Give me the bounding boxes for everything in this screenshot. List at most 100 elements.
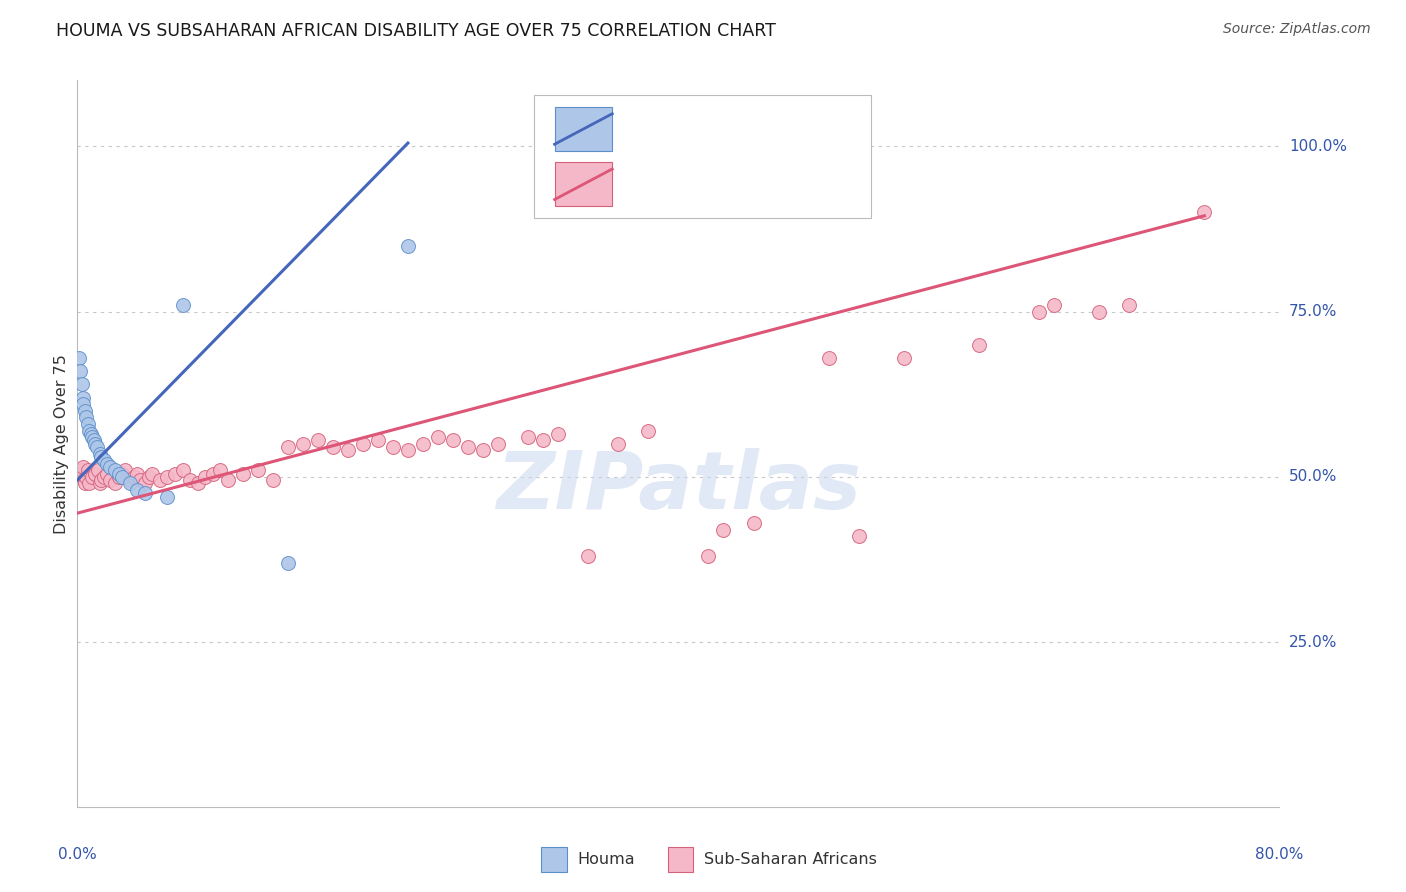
Point bbox=[742, 516, 765, 530]
FancyBboxPatch shape bbox=[554, 107, 612, 151]
Point bbox=[76, 417, 98, 431]
Point bbox=[172, 298, 194, 312]
Text: 25.0%: 25.0% bbox=[1289, 634, 1337, 649]
Point bbox=[427, 430, 450, 444]
Point bbox=[89, 447, 111, 461]
Text: R = 0.682: R = 0.682 bbox=[627, 120, 710, 138]
Point bbox=[70, 463, 93, 477]
Point bbox=[967, 337, 990, 351]
Text: 50.0%: 50.0% bbox=[1289, 469, 1337, 484]
Point bbox=[134, 486, 156, 500]
Text: ZIPatlas: ZIPatlas bbox=[496, 449, 860, 526]
Point bbox=[381, 440, 404, 454]
Point bbox=[84, 437, 107, 451]
Point bbox=[697, 549, 720, 563]
Text: N = 29: N = 29 bbox=[756, 120, 814, 138]
Point bbox=[547, 426, 569, 441]
Point bbox=[262, 473, 284, 487]
Point bbox=[84, 467, 107, 481]
Point bbox=[396, 238, 419, 252]
Point bbox=[75, 470, 97, 484]
Point bbox=[607, 437, 630, 451]
Text: Houma: Houma bbox=[578, 853, 636, 867]
Point bbox=[141, 467, 163, 481]
Point bbox=[149, 473, 172, 487]
Point bbox=[114, 463, 136, 477]
Text: R = 0.480: R = 0.480 bbox=[627, 175, 710, 194]
Point bbox=[412, 437, 434, 451]
Point bbox=[67, 470, 90, 484]
Point bbox=[156, 490, 179, 504]
Point bbox=[70, 377, 93, 392]
Point bbox=[96, 457, 118, 471]
Point bbox=[108, 467, 131, 481]
Point bbox=[93, 470, 115, 484]
Point bbox=[209, 463, 232, 477]
Point bbox=[1043, 298, 1066, 312]
Point bbox=[83, 434, 105, 448]
Point bbox=[441, 434, 464, 448]
Point bbox=[893, 351, 915, 365]
Point bbox=[80, 426, 103, 441]
Point bbox=[472, 443, 495, 458]
Text: 100.0%: 100.0% bbox=[1289, 139, 1347, 153]
Text: Source: ZipAtlas.com: Source: ZipAtlas.com bbox=[1223, 22, 1371, 37]
Point bbox=[82, 470, 104, 484]
Point bbox=[194, 470, 217, 484]
Point bbox=[457, 440, 479, 454]
Point bbox=[277, 440, 299, 454]
Point bbox=[104, 476, 127, 491]
Point bbox=[201, 467, 224, 481]
Point bbox=[79, 476, 101, 491]
Text: N = 73: N = 73 bbox=[756, 175, 814, 194]
Point bbox=[104, 463, 127, 477]
Point bbox=[322, 440, 344, 454]
Point bbox=[1028, 304, 1050, 318]
Point bbox=[246, 463, 269, 477]
Point bbox=[100, 459, 122, 474]
Point bbox=[396, 443, 419, 458]
Point bbox=[637, 424, 659, 438]
Point bbox=[817, 351, 839, 365]
FancyBboxPatch shape bbox=[554, 162, 612, 206]
Point bbox=[531, 434, 554, 448]
Point bbox=[138, 470, 160, 484]
Point bbox=[72, 459, 94, 474]
FancyBboxPatch shape bbox=[534, 95, 870, 219]
Point bbox=[100, 473, 122, 487]
Point bbox=[291, 437, 314, 451]
Point bbox=[134, 476, 156, 491]
Point bbox=[124, 470, 146, 484]
Text: 75.0%: 75.0% bbox=[1289, 304, 1337, 319]
Point bbox=[156, 470, 179, 484]
Text: HOUMA VS SUBSAHARAN AFRICAN DISABILITY AGE OVER 75 CORRELATION CHART: HOUMA VS SUBSAHARAN AFRICAN DISABILITY A… bbox=[56, 22, 776, 40]
Point bbox=[232, 467, 254, 481]
Point bbox=[848, 529, 870, 543]
Point bbox=[72, 397, 94, 411]
Point bbox=[108, 470, 131, 484]
Point bbox=[277, 556, 299, 570]
Point bbox=[1088, 304, 1111, 318]
Point bbox=[89, 476, 111, 491]
Point bbox=[713, 523, 735, 537]
Point bbox=[118, 473, 141, 487]
Point bbox=[163, 467, 186, 481]
Point bbox=[90, 473, 112, 487]
Point bbox=[576, 549, 599, 563]
Point bbox=[76, 463, 98, 477]
Point bbox=[72, 391, 94, 405]
Point bbox=[517, 430, 540, 444]
Point bbox=[111, 467, 134, 481]
Point bbox=[186, 476, 209, 491]
Text: 80.0%: 80.0% bbox=[1256, 847, 1303, 863]
Point bbox=[172, 463, 194, 477]
Point bbox=[179, 473, 201, 487]
Point bbox=[118, 476, 141, 491]
Point bbox=[69, 467, 91, 481]
Point bbox=[73, 476, 96, 491]
Point bbox=[367, 434, 389, 448]
Point bbox=[111, 470, 134, 484]
Point bbox=[93, 453, 115, 467]
Point bbox=[1194, 205, 1216, 219]
Point bbox=[217, 473, 239, 487]
